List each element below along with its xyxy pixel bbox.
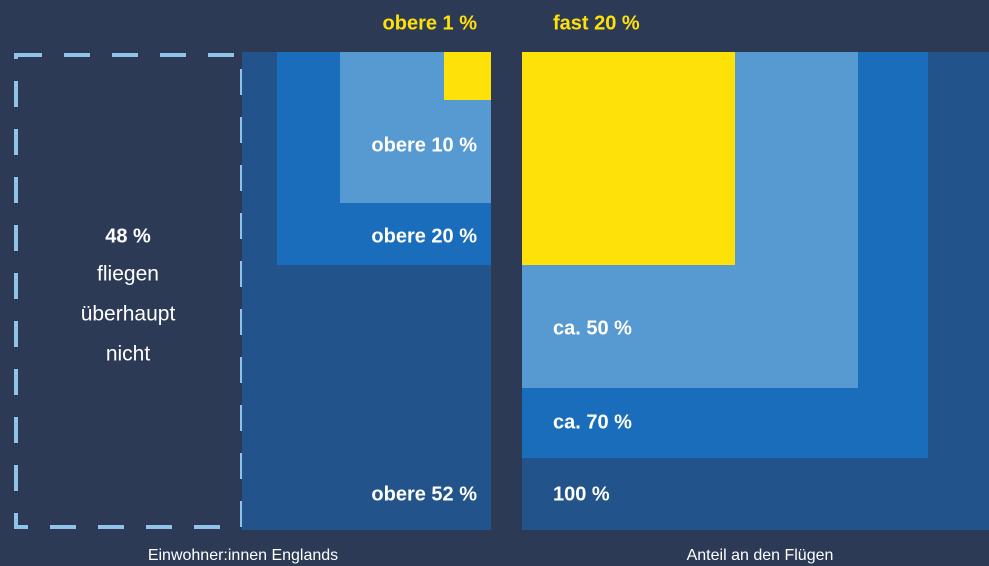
label: obere 20 %: [371, 225, 477, 247]
caption: Einwohner:innen Englands: [148, 547, 338, 564]
label: ca. 70 %: [553, 411, 632, 433]
non-flyer-text: überhaupt: [81, 303, 176, 326]
label: obere 10 %: [371, 134, 477, 156]
label: obere 52 %: [371, 483, 477, 505]
non-flyer-box: [14, 53, 244, 529]
square-1: [444, 52, 491, 100]
label: ca. 50 %: [553, 317, 632, 339]
non-flyer-value: 48 %: [105, 225, 151, 247]
non-flyer-text: nicht: [106, 343, 151, 366]
top-label: fast 20 %: [553, 12, 640, 34]
square-fast-20: [522, 52, 735, 265]
label: 100 %: [553, 483, 610, 505]
top-label: obere 1 %: [383, 12, 478, 34]
non-flyer-text: fliegen: [97, 263, 159, 286]
caption: Anteil an den Flügen: [687, 547, 834, 564]
